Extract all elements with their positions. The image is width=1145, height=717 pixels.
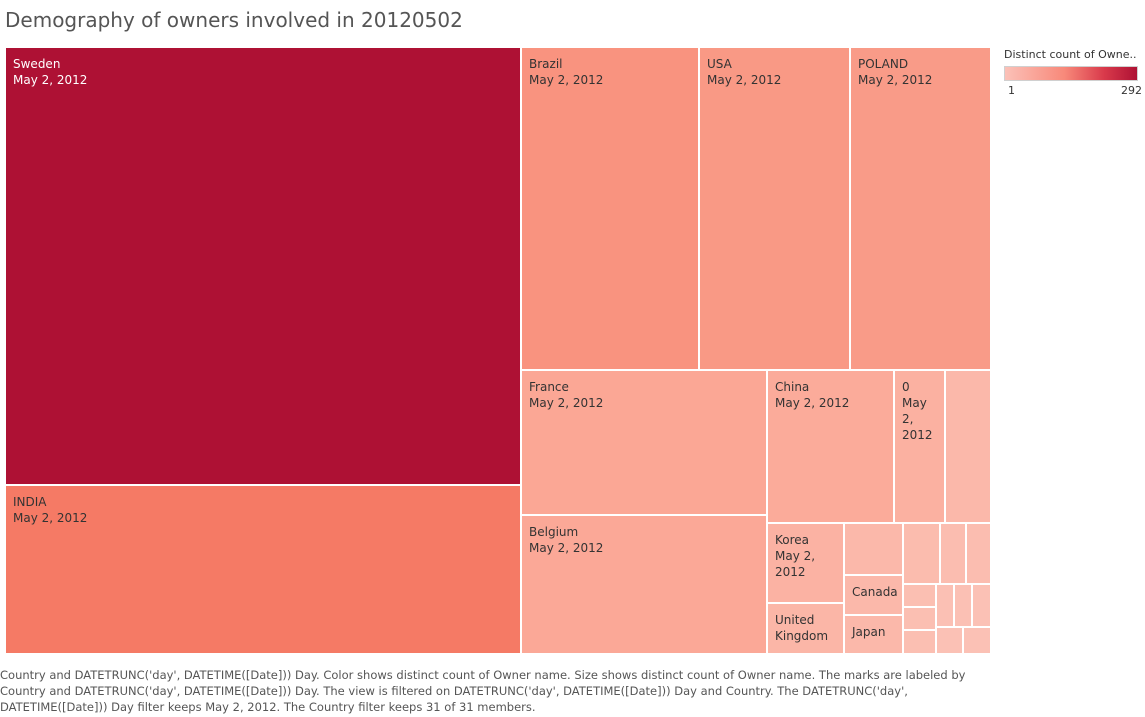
tile-label: Korea May 2, 2012 xyxy=(775,533,816,579)
chart-caption: Country and DATETRUNC('day', DATETIME([D… xyxy=(0,668,966,714)
treemap-tile[interactable]: France May 2, 2012 xyxy=(521,370,767,515)
treemap-tile[interactable] xyxy=(940,523,966,584)
tile-label: Canada xyxy=(852,585,898,599)
tile-label: Japan xyxy=(852,625,886,639)
color-legend[interactable]: Distinct count of Owne.. 1 292 xyxy=(1004,48,1142,97)
treemap-tile[interactable]: Korea May 2, 2012 xyxy=(767,523,844,603)
tile-label: France May 2, 2012 xyxy=(529,380,604,410)
treemap-tile[interactable] xyxy=(903,607,936,630)
treemap-tile[interactable]: POLAND May 2, 2012 xyxy=(850,47,991,370)
treemap-tile[interactable] xyxy=(966,523,991,584)
legend-max-label: 292 xyxy=(1121,84,1142,97)
tile-label: 0 May 2, 2012 xyxy=(902,380,933,442)
tile-label: China May 2, 2012 xyxy=(775,380,850,410)
chart-title: Demography of owners involved in 2012050… xyxy=(5,8,463,32)
tile-label: USA May 2, 2012 xyxy=(707,57,782,87)
treemap-tile[interactable]: 0 May 2, 2012 xyxy=(894,370,945,523)
legend-title: Distinct count of Owne.. xyxy=(1004,48,1137,61)
treemap-tile[interactable] xyxy=(936,584,954,627)
tile-label: Brazil May 2, 2012 xyxy=(529,57,604,87)
treemap-tile[interactable] xyxy=(903,584,936,607)
treemap-tile[interactable]: United Kingdom xyxy=(767,603,844,654)
treemap-tile[interactable]: INDIA May 2, 2012 xyxy=(5,485,521,654)
treemap-tile[interactable] xyxy=(972,584,991,627)
treemap-tile[interactable]: Sweden May 2, 2012 xyxy=(5,47,521,485)
treemap-tile[interactable] xyxy=(844,523,903,575)
legend-min-label: 1 xyxy=(1008,84,1015,97)
treemap-tile[interactable] xyxy=(903,523,940,584)
legend-color-ramp xyxy=(1004,66,1138,81)
tile-label: United Kingdom xyxy=(775,613,829,643)
treemap-tile[interactable] xyxy=(963,627,991,654)
treemap-tile[interactable] xyxy=(954,584,972,627)
treemap-tile[interactable] xyxy=(903,630,936,654)
treemap-tile[interactable]: USA May 2, 2012 xyxy=(699,47,850,370)
tile-label: POLAND May 2, 2012 xyxy=(858,57,933,87)
tile-label: INDIA May 2, 2012 xyxy=(13,495,88,525)
tile-label: Belgium May 2, 2012 xyxy=(529,525,604,555)
treemap-tile[interactable]: Canada xyxy=(844,575,903,615)
treemap-tile[interactable] xyxy=(936,627,963,654)
tile-label: Sweden May 2, 2012 xyxy=(13,57,88,87)
treemap-tile[interactable] xyxy=(945,370,991,523)
treemap-tile[interactable]: Belgium May 2, 2012 xyxy=(521,515,767,654)
treemap-tile[interactable]: China May 2, 2012 xyxy=(767,370,894,523)
treemap-tile[interactable]: Brazil May 2, 2012 xyxy=(521,47,699,370)
treemap-tile[interactable]: Japan xyxy=(844,615,903,654)
